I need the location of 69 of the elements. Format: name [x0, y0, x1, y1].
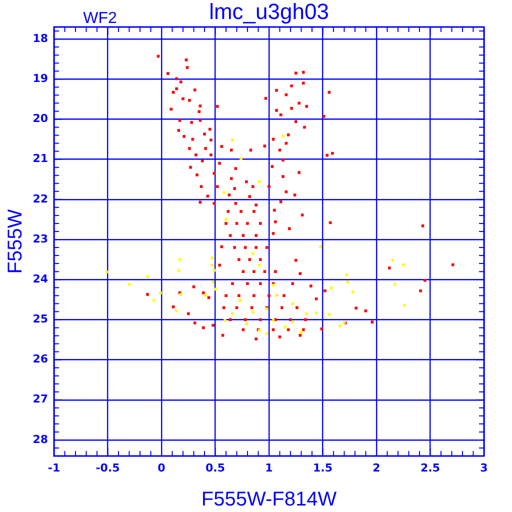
point — [305, 312, 308, 316]
point — [222, 191, 226, 194]
point — [330, 286, 333, 290]
point — [175, 309, 178, 312]
point — [210, 264, 214, 267]
chart-title: lmc_u3gh03 — [209, 0, 329, 24]
point — [251, 310, 254, 314]
point — [402, 263, 405, 266]
point — [338, 324, 342, 328]
y-tick-label: 26 — [32, 352, 48, 366]
x-tick-label: 3 — [480, 461, 488, 474]
point — [178, 258, 182, 261]
x-tick-label: 2.5 — [420, 461, 440, 474]
point — [159, 291, 162, 294]
x-tick-label: 1.5 — [313, 461, 332, 474]
x-tick-label: -0.5 — [96, 461, 120, 474]
x-tick-label: 2 — [372, 461, 380, 474]
point — [403, 304, 406, 307]
point — [231, 312, 234, 316]
point — [240, 157, 242, 160]
point — [128, 282, 131, 286]
point — [224, 319, 226, 322]
point — [328, 313, 331, 316]
point — [351, 290, 354, 294]
point — [177, 268, 180, 272]
point — [212, 280, 215, 284]
y-tick-label: 18 — [32, 32, 48, 45]
point — [275, 294, 278, 297]
y-tick-label: 25 — [32, 312, 48, 326]
x-tick-label: -1 — [48, 461, 60, 474]
annotation: WF2 — [83, 10, 117, 27]
point — [282, 134, 284, 138]
point — [224, 218, 228, 221]
point — [146, 275, 149, 278]
y-tick-label: 19 — [32, 72, 48, 85]
point — [393, 282, 396, 286]
point — [258, 264, 261, 267]
point — [251, 252, 254, 255]
point — [105, 270, 108, 274]
x-tick-label: 0 — [158, 461, 166, 474]
y-tick-label: 22 — [32, 192, 48, 206]
point — [204, 294, 207, 297]
point — [314, 311, 318, 314]
y-tick-label: 20 — [32, 112, 48, 126]
point — [265, 332, 268, 336]
y-tick-label: 27 — [32, 392, 48, 406]
point — [344, 273, 348, 276]
point — [284, 325, 287, 328]
point — [291, 320, 294, 324]
point — [245, 322, 248, 326]
y-tick-label: 21 — [32, 152, 48, 166]
point — [238, 299, 242, 302]
point — [210, 256, 214, 260]
point — [346, 280, 349, 284]
point — [231, 138, 234, 142]
y-tick-label: 28 — [32, 432, 48, 446]
x-tick-label: 1 — [265, 461, 273, 474]
point — [291, 302, 294, 306]
y-tick-label: 24 — [32, 272, 48, 286]
point — [391, 258, 394, 262]
point — [152, 299, 156, 302]
point — [300, 330, 303, 334]
x-tick-label: 0.5 — [206, 461, 225, 474]
point — [272, 319, 275, 322]
point — [319, 245, 322, 248]
y-tick-label: 23 — [32, 232, 48, 246]
x-axis-title: F555W-F814W — [201, 488, 337, 511]
y-axis-title: F555W — [4, 209, 27, 274]
point — [212, 268, 216, 272]
